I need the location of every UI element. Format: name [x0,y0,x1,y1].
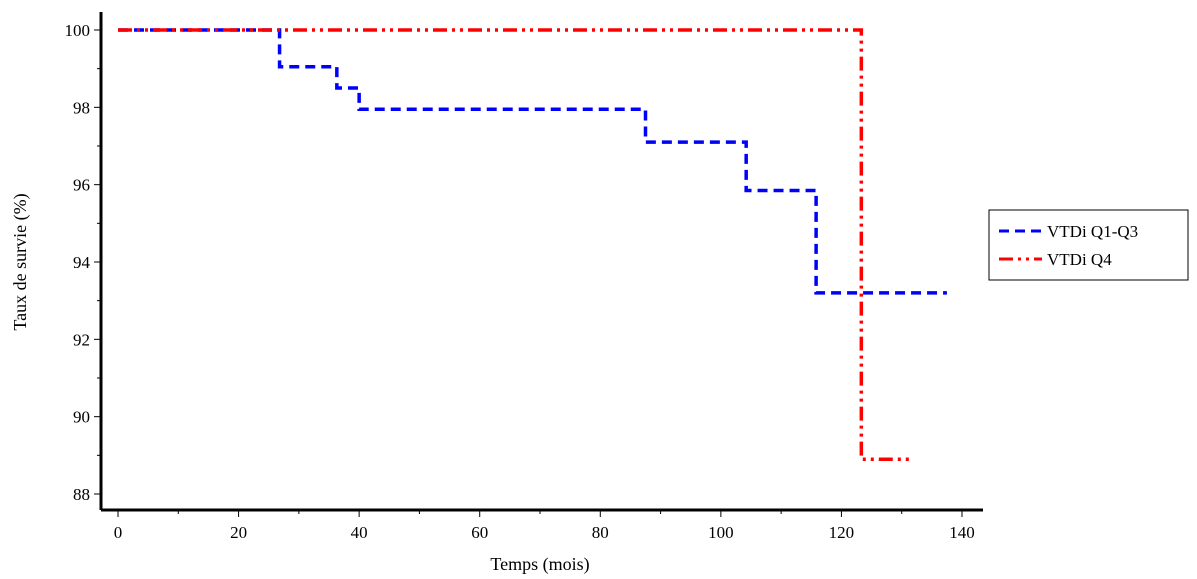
x-axis-title: Temps (mois) [490,554,589,575]
x-tick-label: 40 [351,523,368,542]
x-tick-label: 100 [708,523,734,542]
x-tick-label: 120 [829,523,855,542]
series-line-0 [118,28,947,295]
legend: VTDi Q1-Q3 VTDi Q4 [988,209,1189,281]
y-tick-label: 100 [65,21,91,40]
axes [99,12,983,512]
legend-box [988,209,1189,281]
x-tick-label: 60 [471,523,488,542]
x-tick-label: 0 [114,523,123,542]
y-ticks: 88 90 92 94 96 98 100 [65,21,101,504]
y-tick-label: 96 [73,176,90,195]
legend-label-q1-q3: VTDi Q1-Q3 [1047,222,1138,241]
y-tick-label: 88 [73,485,90,504]
x-tick-label: 140 [949,523,975,542]
x-tick-label: 20 [230,523,247,542]
legend-label-q4: VTDi Q4 [1047,250,1112,269]
series-line-1 [118,28,911,461]
series-layer [118,28,947,461]
y-tick-label: 98 [73,98,90,117]
y-tick-label: 94 [73,253,91,272]
x-ticks: 0 20 40 60 80 100 120 140 [114,510,975,542]
y-axis-title: Taux de survie (%) [10,193,31,330]
y-tick-label: 90 [73,408,90,427]
y-tick-label: 92 [73,330,90,349]
x-tick-label: 80 [592,523,609,542]
